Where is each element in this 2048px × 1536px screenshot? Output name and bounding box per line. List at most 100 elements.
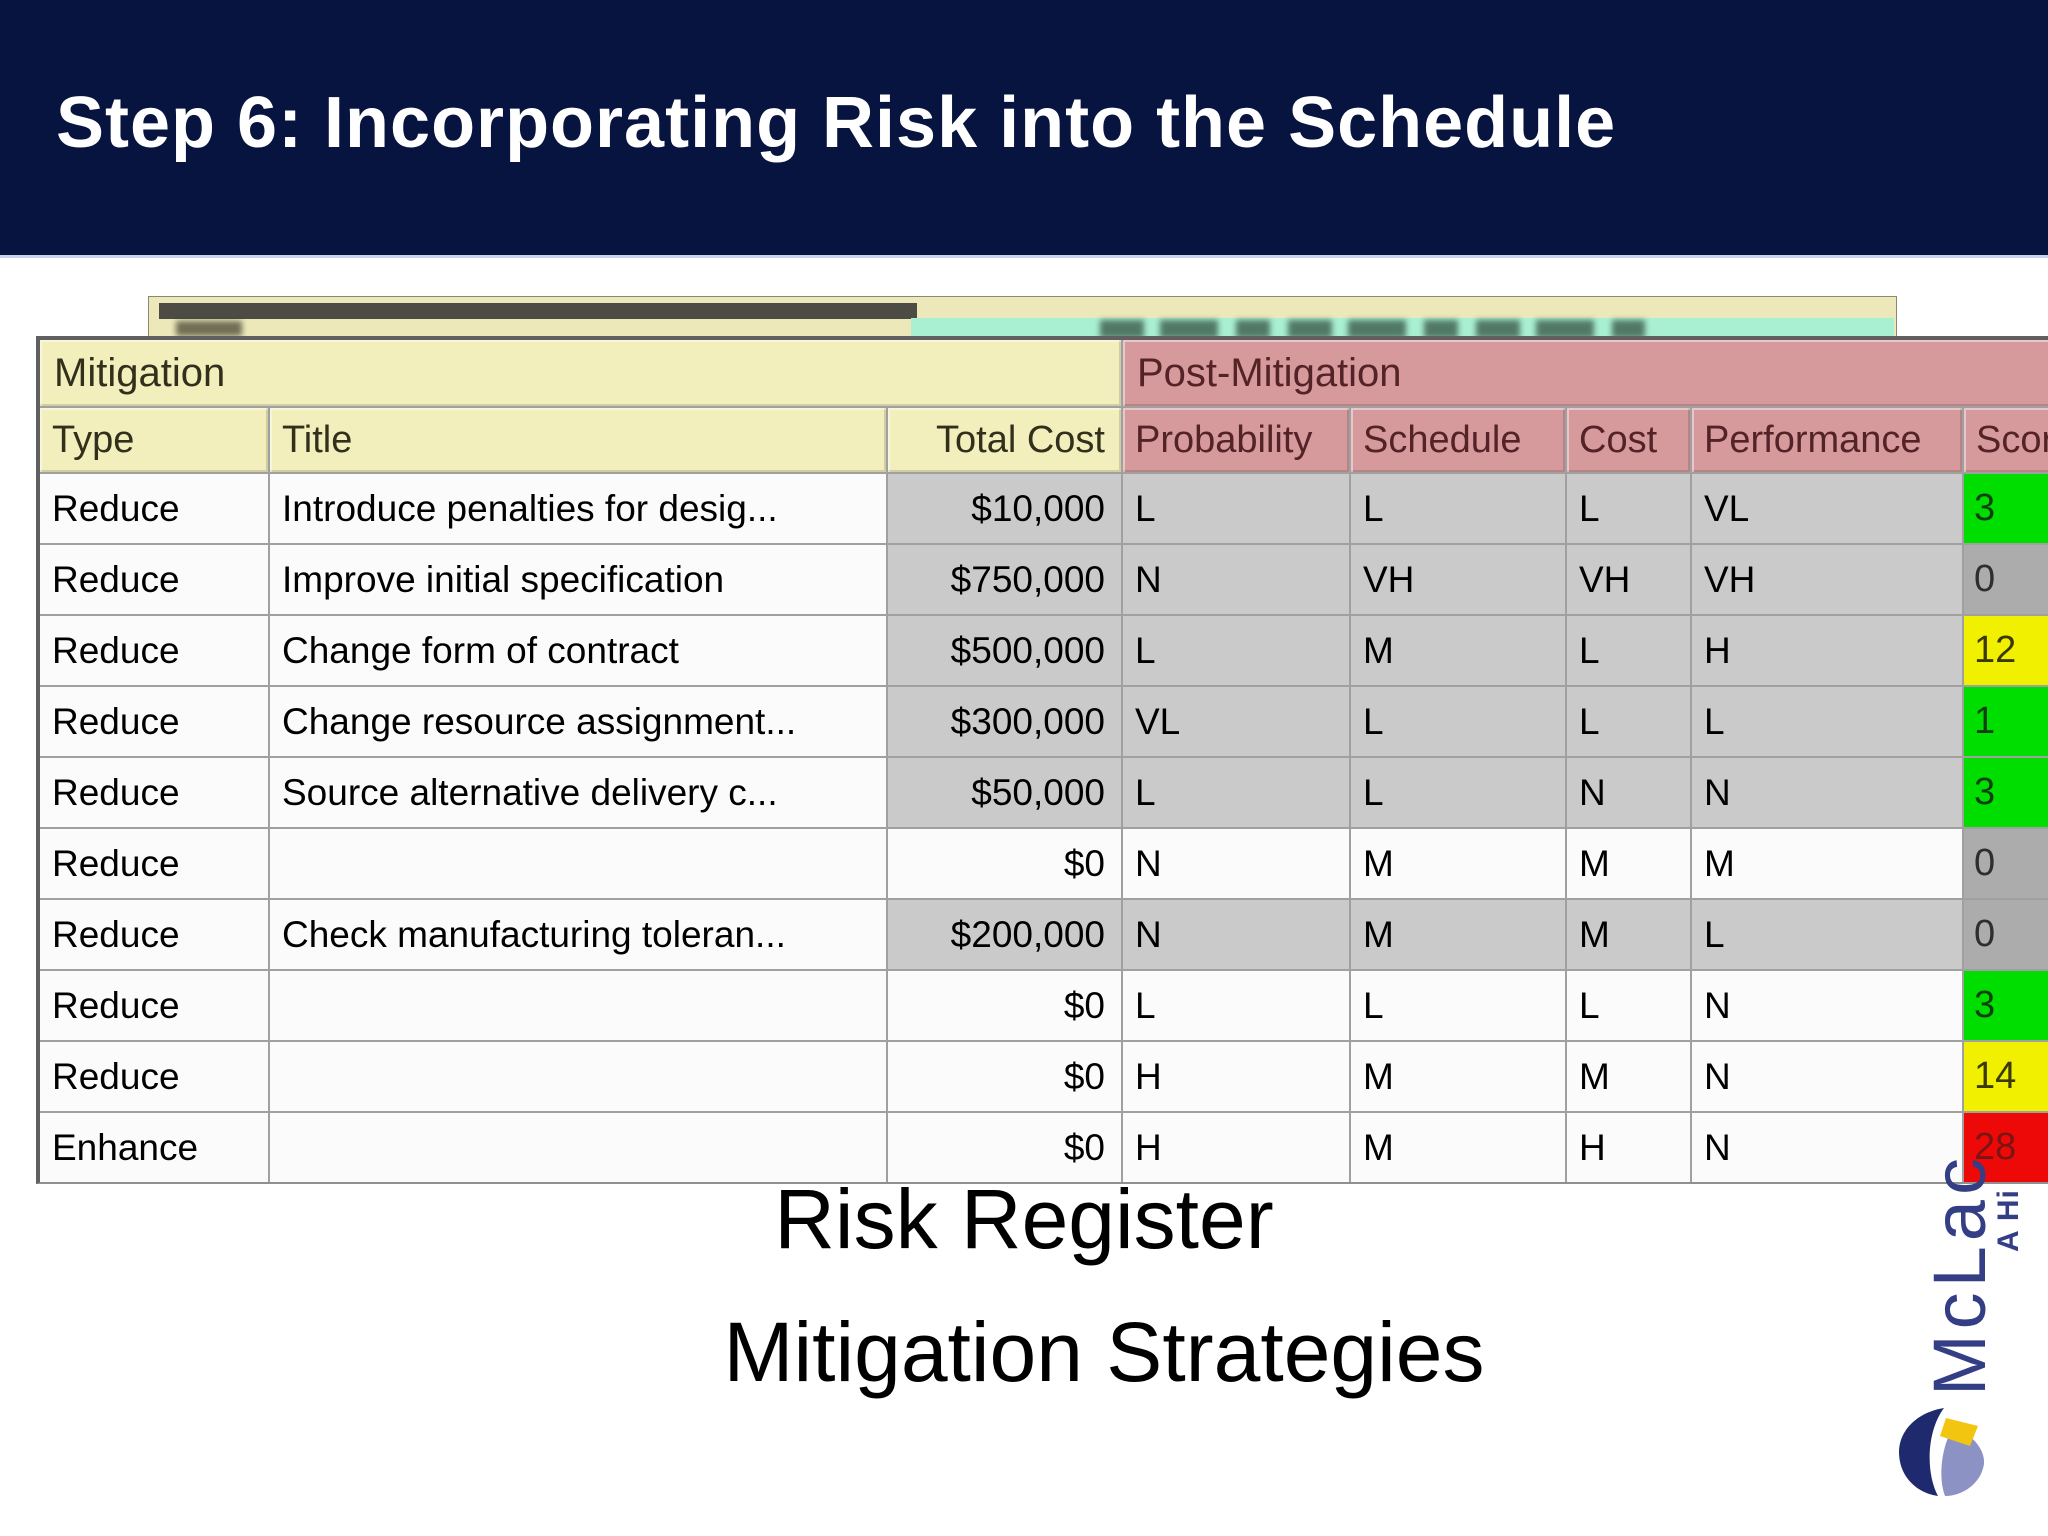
cell-type[interactable]: Enhance [40, 1113, 268, 1182]
cell-title[interactable] [270, 829, 886, 898]
cell-cost[interactable]: VH [1567, 545, 1690, 614]
cell-title[interactable]: Change resource assignment... [270, 687, 886, 756]
cell-probability[interactable]: L [1123, 758, 1349, 827]
background-window-blurred-text [1100, 320, 1645, 338]
cell-title[interactable]: Improve initial specification [270, 545, 886, 614]
cell-title[interactable]: Change form of contract [270, 616, 886, 685]
risk-table: Mitigation Post-Mitigation Type Title To… [36, 336, 2048, 1184]
cell-cost[interactable]: L [1567, 971, 1690, 1040]
group-header-mitigation[interactable]: Mitigation [40, 340, 1121, 406]
cell-schedule[interactable]: L [1351, 687, 1565, 756]
cell-title[interactable] [270, 971, 886, 1040]
cell-schedule[interactable]: M [1351, 900, 1565, 969]
cell-score[interactable]: 3 [1964, 971, 2048, 1040]
cell-total-cost[interactable]: $300,000 [888, 687, 1121, 756]
cell-score[interactable]: 0 [1964, 545, 2048, 614]
column-header-schedule[interactable]: Schedule [1351, 408, 1565, 472]
cell-cost[interactable]: N [1567, 758, 1690, 827]
cell-cost[interactable]: H [1567, 1113, 1690, 1182]
cell-type[interactable]: Reduce [40, 829, 268, 898]
column-header-type[interactable]: Type [40, 408, 268, 472]
cell-score[interactable]: 1 [1964, 687, 2048, 756]
cell-cost[interactable]: M [1567, 1042, 1690, 1111]
column-header-total-cost[interactable]: Total Cost [888, 408, 1121, 472]
cell-score[interactable]: 0 [1964, 900, 2048, 969]
cell-total-cost[interactable]: $10,000 [888, 474, 1121, 543]
cell-performance[interactable]: M [1692, 829, 1962, 898]
cell-total-cost[interactable]: $750,000 [888, 545, 1121, 614]
cell-title[interactable]: Check manufacturing toleran... [270, 900, 886, 969]
logo-circle-icon [1897, 1407, 1987, 1497]
title-banner: Step 6: Incorporating Risk into the Sche… [0, 0, 2048, 258]
cell-cost[interactable]: M [1567, 900, 1690, 969]
cell-total-cost[interactable]: $200,000 [888, 900, 1121, 969]
cell-performance[interactable]: L [1692, 900, 1962, 969]
cell-performance[interactable]: N [1692, 971, 1962, 1040]
cell-schedule[interactable]: M [1351, 829, 1565, 898]
cell-performance[interactable]: N [1692, 1042, 1962, 1111]
cell-score[interactable]: 3 [1964, 758, 2048, 827]
cell-cost[interactable]: M [1567, 829, 1690, 898]
cell-title[interactable] [270, 1113, 886, 1182]
cell-type[interactable]: Reduce [40, 758, 268, 827]
cell-probability[interactable]: VL [1123, 687, 1349, 756]
cell-performance[interactable]: VL [1692, 474, 1962, 543]
cell-probability[interactable]: H [1123, 1042, 1349, 1111]
cell-probability[interactable]: N [1123, 545, 1349, 614]
column-header-performance[interactable]: Performance [1692, 408, 1962, 472]
cell-probability[interactable]: L [1123, 474, 1349, 543]
cell-total-cost[interactable]: $0 [888, 1113, 1121, 1182]
cell-score[interactable]: 0 [1964, 829, 2048, 898]
cell-title[interactable] [270, 1042, 886, 1111]
cell-schedule[interactable]: VH [1351, 545, 1565, 614]
cell-probability[interactable]: N [1123, 900, 1349, 969]
cell-total-cost[interactable]: $500,000 [888, 616, 1121, 685]
column-header-score[interactable]: Score [1964, 408, 2048, 472]
cell-performance[interactable]: N [1692, 758, 1962, 827]
cell-score[interactable]: 12 [1964, 616, 2048, 685]
column-header-probability[interactable]: Probability [1123, 408, 1349, 472]
cell-total-cost[interactable]: $0 [888, 1042, 1121, 1111]
cell-probability[interactable]: H [1123, 1113, 1349, 1182]
cell-total-cost[interactable]: $0 [888, 829, 1121, 898]
cell-title[interactable]: Introduce penalties for desig... [270, 474, 886, 543]
cell-type[interactable]: Reduce [40, 474, 268, 543]
cell-type[interactable]: Reduce [40, 971, 268, 1040]
cell-performance[interactable]: L [1692, 687, 1962, 756]
background-window-text-fragment [176, 321, 242, 336]
caption-mitigation-strategies: Mitigation Strategies [723, 1305, 1485, 1399]
column-header-title[interactable]: Title [270, 408, 886, 472]
cell-probability[interactable]: N [1123, 829, 1349, 898]
cell-score[interactable]: 3 [1964, 474, 2048, 543]
cell-type[interactable]: Reduce [40, 900, 268, 969]
background-window-toolbar [159, 303, 917, 319]
cell-total-cost[interactable]: $0 [888, 971, 1121, 1040]
cell-schedule[interactable]: L [1351, 758, 1565, 827]
cell-schedule[interactable]: M [1351, 1042, 1565, 1111]
cell-cost[interactable]: L [1567, 474, 1690, 543]
cell-schedule[interactable]: L [1351, 474, 1565, 543]
cell-type[interactable]: Reduce [40, 687, 268, 756]
cell-title[interactable]: Source alternative delivery c... [270, 758, 886, 827]
cell-performance[interactable]: N [1692, 1113, 1962, 1182]
cell-performance[interactable]: VH [1692, 545, 1962, 614]
caption-risk-register: Risk Register [774, 1172, 1274, 1266]
cell-score[interactable]: 28 [1964, 1113, 2048, 1182]
cell-type[interactable]: Reduce [40, 545, 268, 614]
cell-cost[interactable]: L [1567, 687, 1690, 756]
group-header-post-mitigation[interactable]: Post-Mitigation [1123, 340, 2048, 406]
cell-total-cost[interactable]: $50,000 [888, 758, 1121, 827]
slide-title: Step 6: Incorporating Risk into the Sche… [56, 83, 1617, 163]
cell-probability[interactable]: L [1123, 616, 1349, 685]
cell-cost[interactable]: L [1567, 616, 1690, 685]
cell-schedule[interactable]: M [1351, 616, 1565, 685]
cell-type[interactable]: Reduce [40, 1042, 268, 1111]
cell-score[interactable]: 14 [1964, 1042, 2048, 1111]
cell-performance[interactable]: H [1692, 616, 1962, 685]
cell-type[interactable]: Reduce [40, 616, 268, 685]
cell-schedule[interactable]: L [1351, 971, 1565, 1040]
column-header-cost[interactable]: Cost [1567, 408, 1690, 472]
cell-schedule[interactable]: M [1351, 1113, 1565, 1182]
cell-probability[interactable]: L [1123, 971, 1349, 1040]
